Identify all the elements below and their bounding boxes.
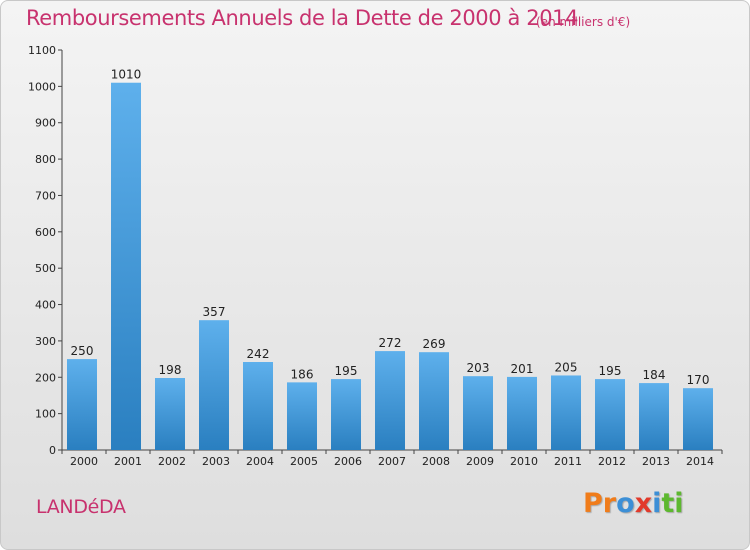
- y-tick-label: 900: [35, 117, 56, 130]
- logo-letter: i: [674, 488, 684, 519]
- proxiti-logo[interactable]: Proxiti: [583, 488, 684, 519]
- y-tick-label: 300: [35, 335, 56, 348]
- y-tick-label: 1100: [28, 44, 56, 57]
- bar-2000[interactable]: [67, 359, 97, 450]
- data-label-2007: 272: [379, 336, 402, 350]
- bar-2014[interactable]: [683, 388, 713, 450]
- x-tick-label-2003: 2003: [202, 455, 230, 468]
- logo-letter: x: [634, 488, 653, 519]
- bar-2012[interactable]: [595, 379, 625, 450]
- x-tick-label-2000: 2000: [70, 455, 98, 468]
- x-tick-label-2006: 2006: [334, 455, 362, 468]
- bar-2009[interactable]: [463, 376, 493, 450]
- y-tick-label: 500: [35, 262, 56, 275]
- data-label-2000: 250: [71, 344, 94, 358]
- x-tick-label-2002: 2002: [158, 455, 186, 468]
- x-tick-label-2009: 2009: [466, 455, 494, 468]
- bar-2003[interactable]: [199, 320, 229, 450]
- data-label-2014: 170: [687, 373, 710, 387]
- data-label-2011: 205: [555, 360, 578, 374]
- x-tick-label-2007: 2007: [378, 455, 406, 468]
- logo-letter: r: [602, 488, 617, 519]
- data-label-2006: 195: [335, 364, 358, 378]
- data-label-2005: 186: [291, 367, 314, 381]
- bar-2011[interactable]: [551, 375, 581, 450]
- y-tick-label: 400: [35, 299, 56, 312]
- x-tick-label-2001: 2001: [114, 455, 142, 468]
- bar-2005[interactable]: [287, 382, 317, 450]
- data-label-2001: 1010: [111, 68, 142, 82]
- y-tick-label: 600: [35, 226, 56, 239]
- chart-subtitle: (en milliers d'€): [536, 15, 631, 29]
- logo-letter: o: [616, 488, 635, 519]
- x-tick-label-2005: 2005: [290, 455, 318, 468]
- y-tick-label: 0: [49, 444, 56, 457]
- y-tick-label: 700: [35, 189, 56, 202]
- y-tick-label: 100: [35, 408, 56, 421]
- bar-2008[interactable]: [419, 352, 449, 450]
- data-label-2003: 357: [203, 305, 226, 319]
- bar-2002[interactable]: [155, 378, 185, 450]
- bar-2001[interactable]: [111, 82, 141, 451]
- bar-2010[interactable]: [507, 376, 537, 450]
- logo-letter: i: [652, 488, 662, 519]
- y-tick-label: 200: [35, 371, 56, 384]
- commune-name: LANDéDA: [36, 496, 126, 518]
- y-tick-label: 1000: [28, 80, 56, 93]
- x-tick-label-2011: 2011: [554, 455, 582, 468]
- x-tick-label-2004: 2004: [246, 455, 274, 468]
- chart-title: Remboursements Annuels de la Dette de 20…: [26, 6, 579, 30]
- x-tick-label-2008: 2008: [422, 455, 450, 468]
- data-label-2010: 201: [511, 362, 534, 376]
- data-label-2012: 195: [599, 364, 622, 378]
- data-label-2008: 269: [423, 337, 446, 351]
- data-label-2009: 203: [467, 361, 490, 375]
- bar-2007[interactable]: [375, 351, 405, 450]
- data-label-2013: 184: [643, 368, 666, 382]
- data-label-2002: 198: [159, 363, 182, 377]
- y-tick-label: 800: [35, 153, 56, 166]
- logo-letter: t: [661, 488, 675, 519]
- x-tick-label-2014: 2014: [686, 455, 714, 468]
- x-tick-label-2010: 2010: [510, 455, 538, 468]
- bar-2006[interactable]: [331, 379, 361, 450]
- bar-2013[interactable]: [639, 383, 669, 450]
- x-tick-label-2013: 2013: [642, 455, 670, 468]
- x-tick-label-2012: 2012: [598, 455, 626, 468]
- data-label-2004: 242: [247, 347, 270, 361]
- bar-2004[interactable]: [243, 362, 273, 450]
- bars-group: 250 1010 198 357 242 186 195 272 269 203 201 205 195…: [67, 68, 713, 451]
- logo-letter: P: [583, 488, 603, 519]
